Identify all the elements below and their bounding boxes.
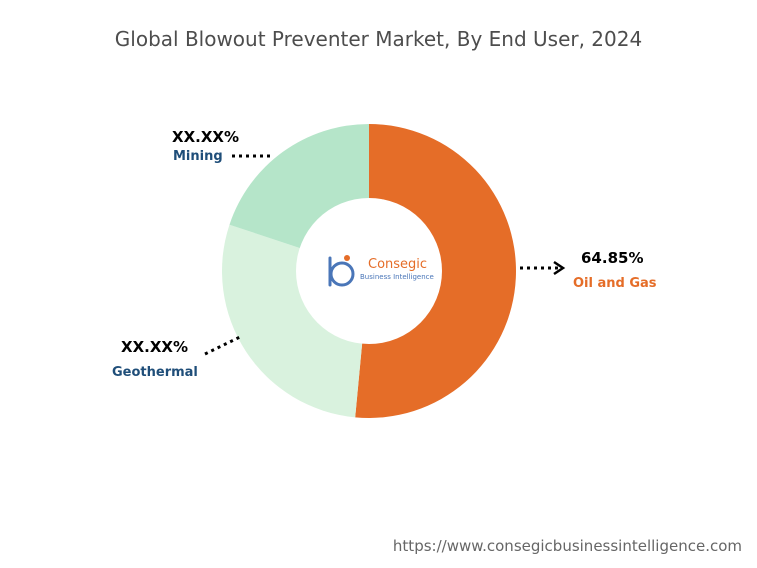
chart-title: Global Blowout Preventer Market, By End … [114,27,643,51]
slice-label-geothermal: Geothermal [112,365,198,380]
slice-label-mining: Mining [173,149,223,164]
slice-value-geothermal: XX.XX% [121,338,188,356]
logo-name: Consegic [368,257,427,272]
geothermal-leader [204,335,241,356]
slice-label-oil-and-gas: Oil and Gas [573,276,657,291]
donut-hole [296,198,442,344]
footer-url: https://www.consegicbusinessintelligence… [392,537,742,555]
oil-gas-arrow-icon [553,260,566,276]
logo-tagline: Business Intelligence [360,273,434,281]
logo-icon [328,255,355,287]
slice-value-mining: XX.XX% [172,128,239,146]
slice-value-oil-and-gas: 64.85% [581,249,643,267]
